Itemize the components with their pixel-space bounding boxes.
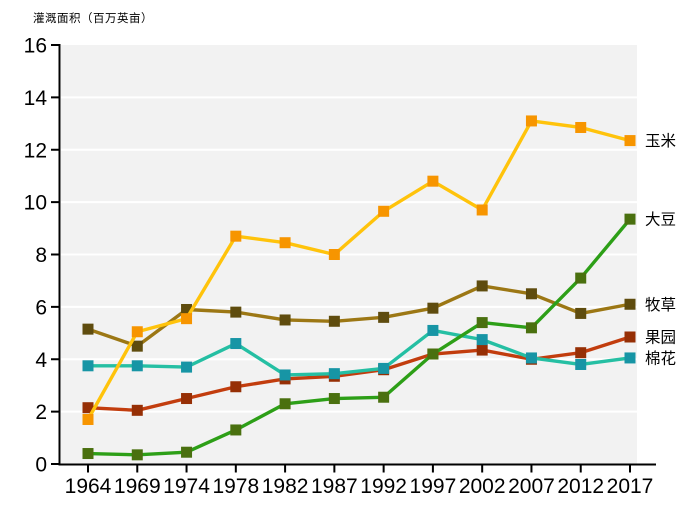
series-marker-pasture-1987 — [328, 315, 340, 327]
series-marker-pasture-1997 — [427, 302, 439, 314]
series-marker-soybean-2017 — [624, 213, 636, 225]
y-tick-label-10: 10 — [24, 192, 47, 215]
y-tick-label-6: 6 — [35, 296, 47, 319]
series-marker-cotton-1974 — [181, 361, 193, 373]
series-marker-soybean-1969 — [131, 449, 143, 461]
series-marker-cotton-2002 — [476, 334, 488, 346]
series-marker-soybean-2002 — [476, 317, 488, 329]
series-marker-corn-1982 — [279, 237, 291, 249]
series-marker-cotton-1987 — [328, 368, 340, 380]
series-marker-corn-2017 — [624, 135, 636, 147]
series-marker-cotton-1978 — [230, 338, 242, 350]
series-marker-cotton-1982 — [279, 369, 291, 381]
series-label-cotton: 棉花 — [645, 349, 676, 367]
series-label-pasture: 牧草 — [645, 296, 676, 314]
series-marker-soybean-1987 — [328, 393, 340, 405]
series-marker-soybean-1964 — [82, 448, 94, 460]
x-tick-label-1969: 1969 — [114, 475, 161, 498]
series-marker-soybean-1997 — [427, 348, 439, 360]
series-marker-corn-2007 — [525, 115, 537, 127]
series-marker-orchard-1974 — [181, 393, 193, 405]
series-marker-corn-1987 — [328, 249, 340, 260]
series-marker-cotton-1992 — [378, 362, 390, 374]
series-marker-corn-1997 — [427, 175, 439, 187]
x-tick-label-1987: 1987 — [311, 475, 358, 498]
chart-title: 灌溉面积（百万英亩） — [33, 13, 153, 25]
series-marker-orchard-1969 — [131, 404, 143, 416]
series-marker-pasture-1978 — [230, 306, 242, 318]
series-marker-pasture-2002 — [476, 280, 488, 292]
series-marker-orchard-1978 — [230, 381, 242, 393]
x-tick-label-1978: 1978 — [212, 475, 259, 498]
series-marker-cotton-1969 — [131, 360, 143, 372]
series-marker-orchard-2017 — [624, 331, 636, 343]
series-marker-pasture-2007 — [525, 288, 537, 300]
series-marker-corn-1964 — [82, 413, 94, 425]
series-marker-corn-1978 — [230, 230, 242, 242]
series-marker-cotton-2017 — [624, 352, 636, 364]
series-marker-corn-2012 — [575, 121, 587, 133]
series-marker-soybean-2012 — [575, 272, 587, 284]
series-marker-soybean-1974 — [181, 446, 193, 458]
series-marker-orchard-2012 — [575, 347, 587, 359]
series-line-corn — [86, 119, 632, 422]
series-marker-corn-2002 — [476, 204, 488, 216]
series-marker-pasture-1982 — [279, 314, 291, 326]
series-marker-soybean-1978 — [230, 424, 242, 436]
x-tick-label-2012: 2012 — [557, 475, 604, 498]
series-marker-pasture-1964 — [82, 323, 94, 335]
series-label-corn: 玉米 — [645, 132, 676, 150]
series-marker-pasture-2017 — [624, 298, 636, 310]
series-label-orchard: 果园 — [645, 329, 676, 346]
series-line-cotton — [86, 328, 632, 377]
series-marker-cotton-2007 — [525, 352, 537, 364]
series-marker-cotton-1997 — [427, 324, 439, 336]
series-marker-soybean-1992 — [378, 391, 390, 403]
series-line-pasture — [86, 284, 632, 348]
y-tick-label-14: 14 — [24, 87, 48, 110]
series-marker-cotton-1964 — [82, 360, 94, 372]
y-tick-label-8: 8 — [35, 244, 47, 267]
x-tick-label-1997: 1997 — [410, 475, 457, 498]
y-tick-label-0: 0 — [35, 454, 47, 477]
series-marker-corn-1969 — [131, 326, 143, 338]
series-marker-pasture-1974 — [181, 303, 193, 315]
x-tick-label-1974: 1974 — [163, 475, 210, 498]
y-tick-label-4: 4 — [35, 349, 47, 372]
series-label-soybean: 大豆 — [645, 211, 676, 229]
series-marker-corn-1992 — [378, 205, 390, 217]
y-tick-label-16: 16 — [24, 35, 47, 58]
series-marker-orchard-1964 — [82, 402, 94, 414]
x-tick-label-2007: 2007 — [508, 475, 555, 498]
series-marker-soybean-1982 — [279, 398, 291, 410]
x-tick-label-2017: 2017 — [607, 475, 654, 498]
x-tick-label-2002: 2002 — [459, 475, 506, 498]
series-marker-cotton-2012 — [575, 358, 587, 370]
y-tick-label-12: 12 — [24, 139, 47, 162]
series-marker-pasture-1992 — [378, 311, 390, 323]
x-tick-label-1964: 1964 — [65, 475, 112, 498]
series-marker-soybean-2007 — [525, 322, 537, 334]
series-marker-pasture-1969 — [131, 340, 143, 352]
x-tick-label-1982: 1982 — [262, 475, 309, 498]
series-line-soybean — [86, 217, 632, 457]
series-marker-corn-1974 — [181, 313, 193, 325]
series-marker-orchard-2002 — [476, 344, 488, 356]
y-tick-label-2: 2 — [35, 401, 47, 424]
series-marker-pasture-2012 — [575, 307, 587, 319]
x-tick-label-1992: 1992 — [360, 475, 407, 498]
